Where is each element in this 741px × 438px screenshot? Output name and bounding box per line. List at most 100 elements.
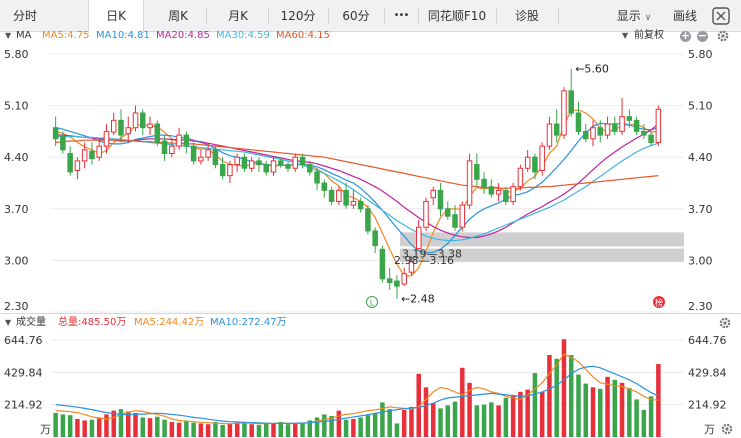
gap-upper-label: 3.19—3.38: [402, 247, 462, 260]
candle-body: [401, 273, 407, 285]
candle-body: [488, 186, 495, 195]
low-price-label: ←2.48: [401, 293, 435, 306]
volume-bar: [438, 408, 443, 437]
candle-body: [474, 164, 480, 180]
tab-label: 分时: [12, 9, 37, 23]
volume-bar: [227, 423, 233, 437]
volume-bar: [249, 424, 254, 437]
tab-120min[interactable]: 120分: [270, 0, 326, 32]
collapse-caret-icon[interactable]: ▼: [5, 318, 12, 327]
display-dropdown[interactable]: 显示 ∨: [604, 0, 664, 32]
price-tick-left: 3.70: [4, 203, 29, 216]
candle-body: [445, 208, 451, 217]
volume-tick-left: 644.76: [4, 334, 43, 347]
candle-body: [110, 119, 117, 133]
candle-body: [394, 280, 400, 287]
volume-bar: [460, 367, 465, 437]
gear-icon[interactable]: [720, 422, 734, 436]
volume-bar: [518, 391, 523, 437]
ma60-label: MA60:4.15: [276, 30, 330, 41]
volume-header: ▼ 成交量 总量:485.50万 MA5:244.42万 MA10:272.47…: [0, 313, 741, 333]
kline-chart[interactable]: 5.80 5.80 5.10 5.10 4.40 4.40 3.70 3.70 3.00 3.00…: [0, 46, 741, 313]
candle-body: [183, 134, 190, 147]
candle-body: [575, 112, 582, 132]
candle-body: [118, 119, 124, 136]
price-gap-zones: [400, 232, 684, 262]
candle-body: [408, 261, 415, 273]
candle-body: [314, 171, 320, 184]
volume-bar: [467, 382, 472, 437]
volume-chart[interactable]: 644.76 644.76 429.84 429.84 214.92 214.92 万 万: [0, 333, 741, 438]
high-price-label: ←5.60: [575, 63, 609, 76]
zoom-in-icon[interactable]: +: [680, 29, 691, 42]
volume-bar: [147, 418, 153, 437]
volume-bar: [648, 396, 654, 437]
candle-body: [612, 123, 618, 132]
price-tick-right: 3.00: [688, 254, 713, 267]
tab-60min[interactable]: 60分: [330, 0, 382, 32]
tab-stock-diagnosis[interactable]: 诊股: [498, 0, 556, 32]
more-periods-button[interactable]: •••: [386, 0, 416, 32]
price-axis: 5.80 5.80 5.10 5.10 4.40 4.40 3.70 3.70 3.00 3.00…: [4, 48, 713, 313]
adjust-mode-label[interactable]: 前复权: [634, 30, 664, 41]
tab-daily-k[interactable]: 日K: [88, 0, 144, 33]
list-badge-circle: [653, 296, 665, 308]
ma5-label: MA5:4.75: [42, 30, 90, 41]
volume-bar: [125, 411, 131, 437]
volume-bar: [96, 417, 102, 437]
candle-body: [307, 164, 313, 173]
tab-label: 月K: [228, 9, 248, 23]
candle-body: [270, 160, 277, 173]
volume-bar: [401, 409, 407, 437]
draw-line-button[interactable]: 画线: [664, 0, 706, 32]
volume-bar: [89, 419, 95, 437]
ma30-label: MA30:4.59: [216, 30, 270, 41]
zoom-out-icon[interactable]: −: [697, 29, 708, 42]
price-tick-right: 5.10: [688, 100, 713, 113]
volume-bars: [53, 339, 661, 437]
gear-icon[interactable]: [718, 316, 732, 330]
candle-body: [285, 164, 291, 169]
tab-intraday[interactable]: 分时: [0, 0, 50, 32]
f10-dropdown[interactable]: 同花顺F10: [420, 0, 494, 32]
volume-bar: [184, 420, 189, 437]
candle-body: [386, 278, 393, 284]
volume-bar: [329, 415, 334, 437]
gear-icon[interactable]: [716, 29, 730, 43]
candle-body: [234, 156, 240, 166]
volume-bar: [278, 421, 284, 437]
tab-weekly-k[interactable]: 周K: [150, 0, 206, 32]
volume-bar: [612, 379, 618, 437]
candle-body: [415, 226, 422, 250]
candle-body: [132, 112, 139, 129]
volume-bar: [416, 373, 421, 437]
candle-body: [67, 153, 73, 173]
candle-body: [343, 189, 349, 206]
candle-body: [321, 182, 328, 191]
close-box-icon[interactable]: [711, 6, 731, 26]
volume-bar: [365, 415, 371, 437]
volume-unit-left: 万: [40, 423, 51, 436]
candle-body: [277, 160, 284, 166]
volume-bar: [336, 410, 342, 437]
candle-body: [641, 130, 647, 136]
volume-bar: [539, 391, 545, 437]
candle-body: [256, 160, 262, 166]
volume-bar: [271, 423, 276, 437]
candle-body: [561, 90, 567, 136]
ma-line-ma30: [55, 135, 659, 242]
price-tick-left: 5.10: [4, 100, 29, 113]
candle-body: [357, 200, 364, 210]
candle-body: [532, 156, 538, 173]
volume-bar: [503, 397, 509, 437]
tab-monthly-k[interactable]: 月K: [210, 0, 266, 32]
total-volume-label: 总量:485.50万: [58, 317, 127, 328]
price-tick-right: 4.40: [688, 151, 713, 164]
adjust-caret-icon[interactable]: ▼: [622, 31, 629, 40]
candle-body: [103, 130, 110, 147]
pane-divider[interactable]: [0, 313, 741, 314]
volume-bar: [343, 419, 349, 437]
candle-body: [219, 164, 226, 177]
volume-ma-lines: [55, 353, 659, 425]
collapse-caret-icon[interactable]: ▼: [5, 31, 12, 40]
